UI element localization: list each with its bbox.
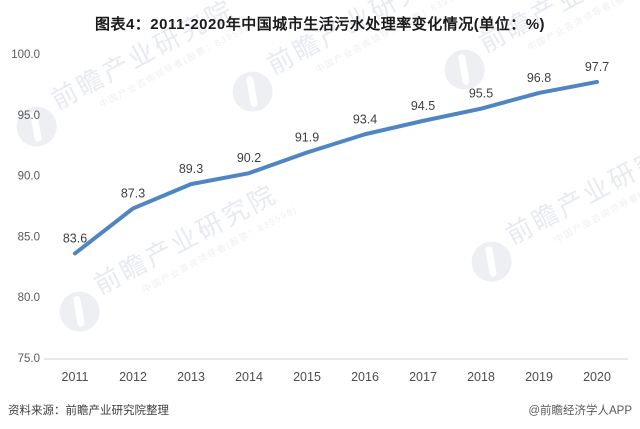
x-tick-label: 2015 [293,370,321,384]
y-tick-label: 100.0 [11,49,40,61]
data-point-label: 87.3 [121,186,145,200]
data-point-label: 96.8 [527,71,551,85]
data-series-line [73,79,599,256]
y-tick-label: 85.0 [18,231,40,243]
y-tick-label: 95.0 [18,110,40,122]
source-note: 资料来源：前瞻产业研究院整理 [8,405,169,417]
data-point-label: 90.2 [237,151,261,165]
x-tick-label: 2011 [62,370,89,384]
data-point-label: 83.6 [63,231,87,245]
y-tick-label: 75.0 [18,353,40,365]
data-point-label: 91.9 [295,130,319,144]
x-tick-label: 2013 [177,370,205,384]
x-tick-label: 2020 [583,370,611,384]
x-tick-label: 2018 [467,370,495,384]
x-tick-label: 2014 [235,370,263,384]
data-point-label: 94.5 [411,99,435,113]
x-tick-label: 2012 [119,370,147,384]
data-point-label: 97.7 [585,60,609,74]
x-tick-label: 2016 [351,370,379,384]
y-tick-label: 90.0 [18,171,40,183]
credit-note: @前瞻经济学人APP [528,405,632,417]
data-point-label: 95.5 [469,87,493,101]
data-point-label: 93.4 [353,112,377,126]
x-tick-label: 2017 [409,370,437,384]
data-point-label: 89.3 [179,162,203,176]
x-tick-label: 2019 [525,370,553,384]
y-tick-label: 80.0 [18,292,40,304]
chart-title: 图表4：2011-2020年中国城市生活污水处理率变化情况(单位：%) [94,16,546,33]
